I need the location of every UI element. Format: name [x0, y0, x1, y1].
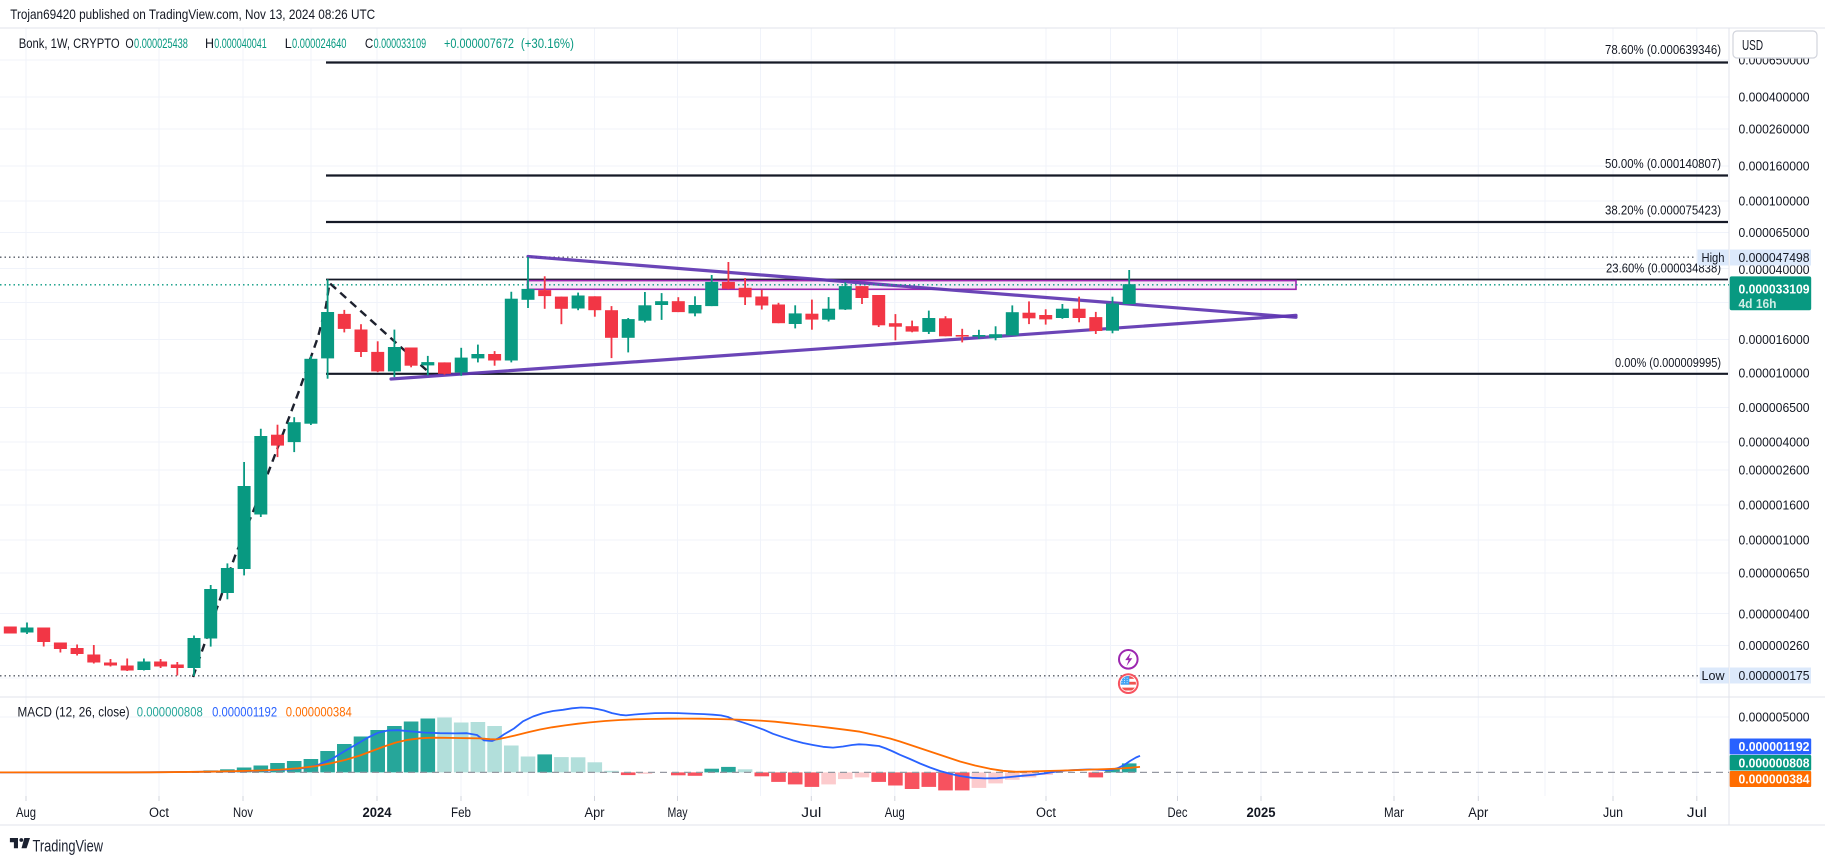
- svg-text:0.000004000: 0.000004000: [1739, 435, 1810, 450]
- svg-text:0.000040000: 0.000040000: [1739, 262, 1810, 277]
- svg-text:Low: Low: [1702, 668, 1726, 683]
- svg-text:Aug: Aug: [16, 805, 36, 820]
- svg-text:Feb: Feb: [451, 805, 471, 820]
- svg-text:0.000001000: 0.000001000: [1739, 533, 1810, 548]
- svg-text:0.000000384: 0.000000384: [1739, 772, 1811, 787]
- svg-text:50.00% (0.000140807): 50.00% (0.000140807): [1605, 156, 1721, 171]
- svg-text:23.60% (0.000034838): 23.60% (0.000034838): [1606, 261, 1721, 276]
- svg-text:0.000000650: 0.000000650: [1739, 566, 1810, 581]
- svg-text:0.000033109: 0.000033109: [374, 36, 427, 51]
- svg-text:0.000047498: 0.000047498: [1739, 250, 1810, 265]
- svg-text:38.20% (0.000075423): 38.20% (0.000075423): [1605, 203, 1721, 218]
- svg-text:0.000001600: 0.000001600: [1739, 498, 1810, 513]
- svg-text:Trojan69420 published on Tradi: Trojan69420 published on TradingView.com…: [10, 6, 375, 22]
- svg-text:TradingView: TradingView: [33, 836, 104, 855]
- svg-text:Jul: Jul: [801, 805, 821, 820]
- svg-text:0.00% (0.000009995): 0.00% (0.000009995): [1615, 355, 1721, 370]
- svg-text:Apr: Apr: [585, 805, 605, 820]
- svg-text:C: C: [365, 36, 374, 51]
- svg-text:0.000065000: 0.000065000: [1739, 225, 1810, 240]
- svg-text:Bonk, 1W, CRYPTO: Bonk, 1W, CRYPTO: [19, 36, 120, 51]
- svg-text:O: O: [125, 36, 133, 51]
- svg-text:0.000100000: 0.000100000: [1739, 194, 1810, 209]
- svg-text:0.000000384: 0.000000384: [286, 705, 352, 720]
- svg-text:0.000006500: 0.000006500: [1739, 400, 1810, 415]
- svg-text:0.000024640: 0.000024640: [292, 36, 347, 51]
- svg-text:L: L: [285, 36, 292, 51]
- svg-text:0.000000808: 0.000000808: [137, 705, 203, 720]
- svg-text:H: H: [205, 36, 214, 51]
- svg-text:Oct: Oct: [1036, 805, 1056, 820]
- svg-text:0.000001192: 0.000001192: [212, 705, 277, 720]
- svg-text:High: High: [1702, 250, 1725, 265]
- svg-text:0.000000808: 0.000000808: [1739, 756, 1810, 771]
- svg-text:0.000002600: 0.000002600: [1739, 463, 1810, 478]
- svg-text:0.000000400: 0.000000400: [1739, 607, 1810, 622]
- svg-text:+0.000007672: +0.000007672: [444, 36, 514, 51]
- svg-text:0.000033109: 0.000033109: [1739, 282, 1810, 297]
- svg-text:78.60% (0.000639346): 78.60% (0.000639346): [1605, 42, 1721, 57]
- svg-text:0.000001192: 0.000001192: [1739, 739, 1810, 754]
- svg-text:Apr: Apr: [1468, 805, 1488, 820]
- svg-text:0.000160000: 0.000160000: [1739, 159, 1810, 174]
- svg-text:0.000016000: 0.000016000: [1739, 332, 1810, 347]
- svg-text:Aug: Aug: [885, 805, 905, 820]
- svg-text:Nov: Nov: [233, 805, 253, 820]
- svg-text:2025: 2025: [1247, 805, 1276, 820]
- svg-text:0.000400000: 0.000400000: [1739, 90, 1810, 105]
- svg-text:Mar: Mar: [1384, 805, 1404, 820]
- svg-text:(+30.16%): (+30.16%): [521, 36, 574, 51]
- svg-text:0.000000175: 0.000000175: [1739, 668, 1810, 683]
- svg-text:0.000040041: 0.000040041: [214, 36, 266, 51]
- svg-text:May: May: [668, 805, 688, 820]
- svg-text:Oct: Oct: [149, 805, 169, 820]
- svg-text:Jul: Jul: [1687, 805, 1707, 820]
- svg-text:4d 16h: 4d 16h: [1739, 296, 1777, 311]
- svg-text:MACD (12, 26, close): MACD (12, 26, close): [18, 705, 130, 720]
- svg-text:Dec: Dec: [1168, 805, 1188, 820]
- svg-text:0.000010000: 0.000010000: [1739, 366, 1810, 381]
- svg-text:Jun: Jun: [1603, 805, 1623, 820]
- svg-text:0.000000260: 0.000000260: [1739, 638, 1810, 653]
- svg-text:0.000025438: 0.000025438: [134, 36, 188, 51]
- svg-text:0.000005000: 0.000005000: [1739, 710, 1810, 725]
- svg-text:2024: 2024: [363, 805, 392, 820]
- svg-text:USD: USD: [1742, 37, 1763, 54]
- svg-text:0.000260000: 0.000260000: [1739, 122, 1810, 137]
